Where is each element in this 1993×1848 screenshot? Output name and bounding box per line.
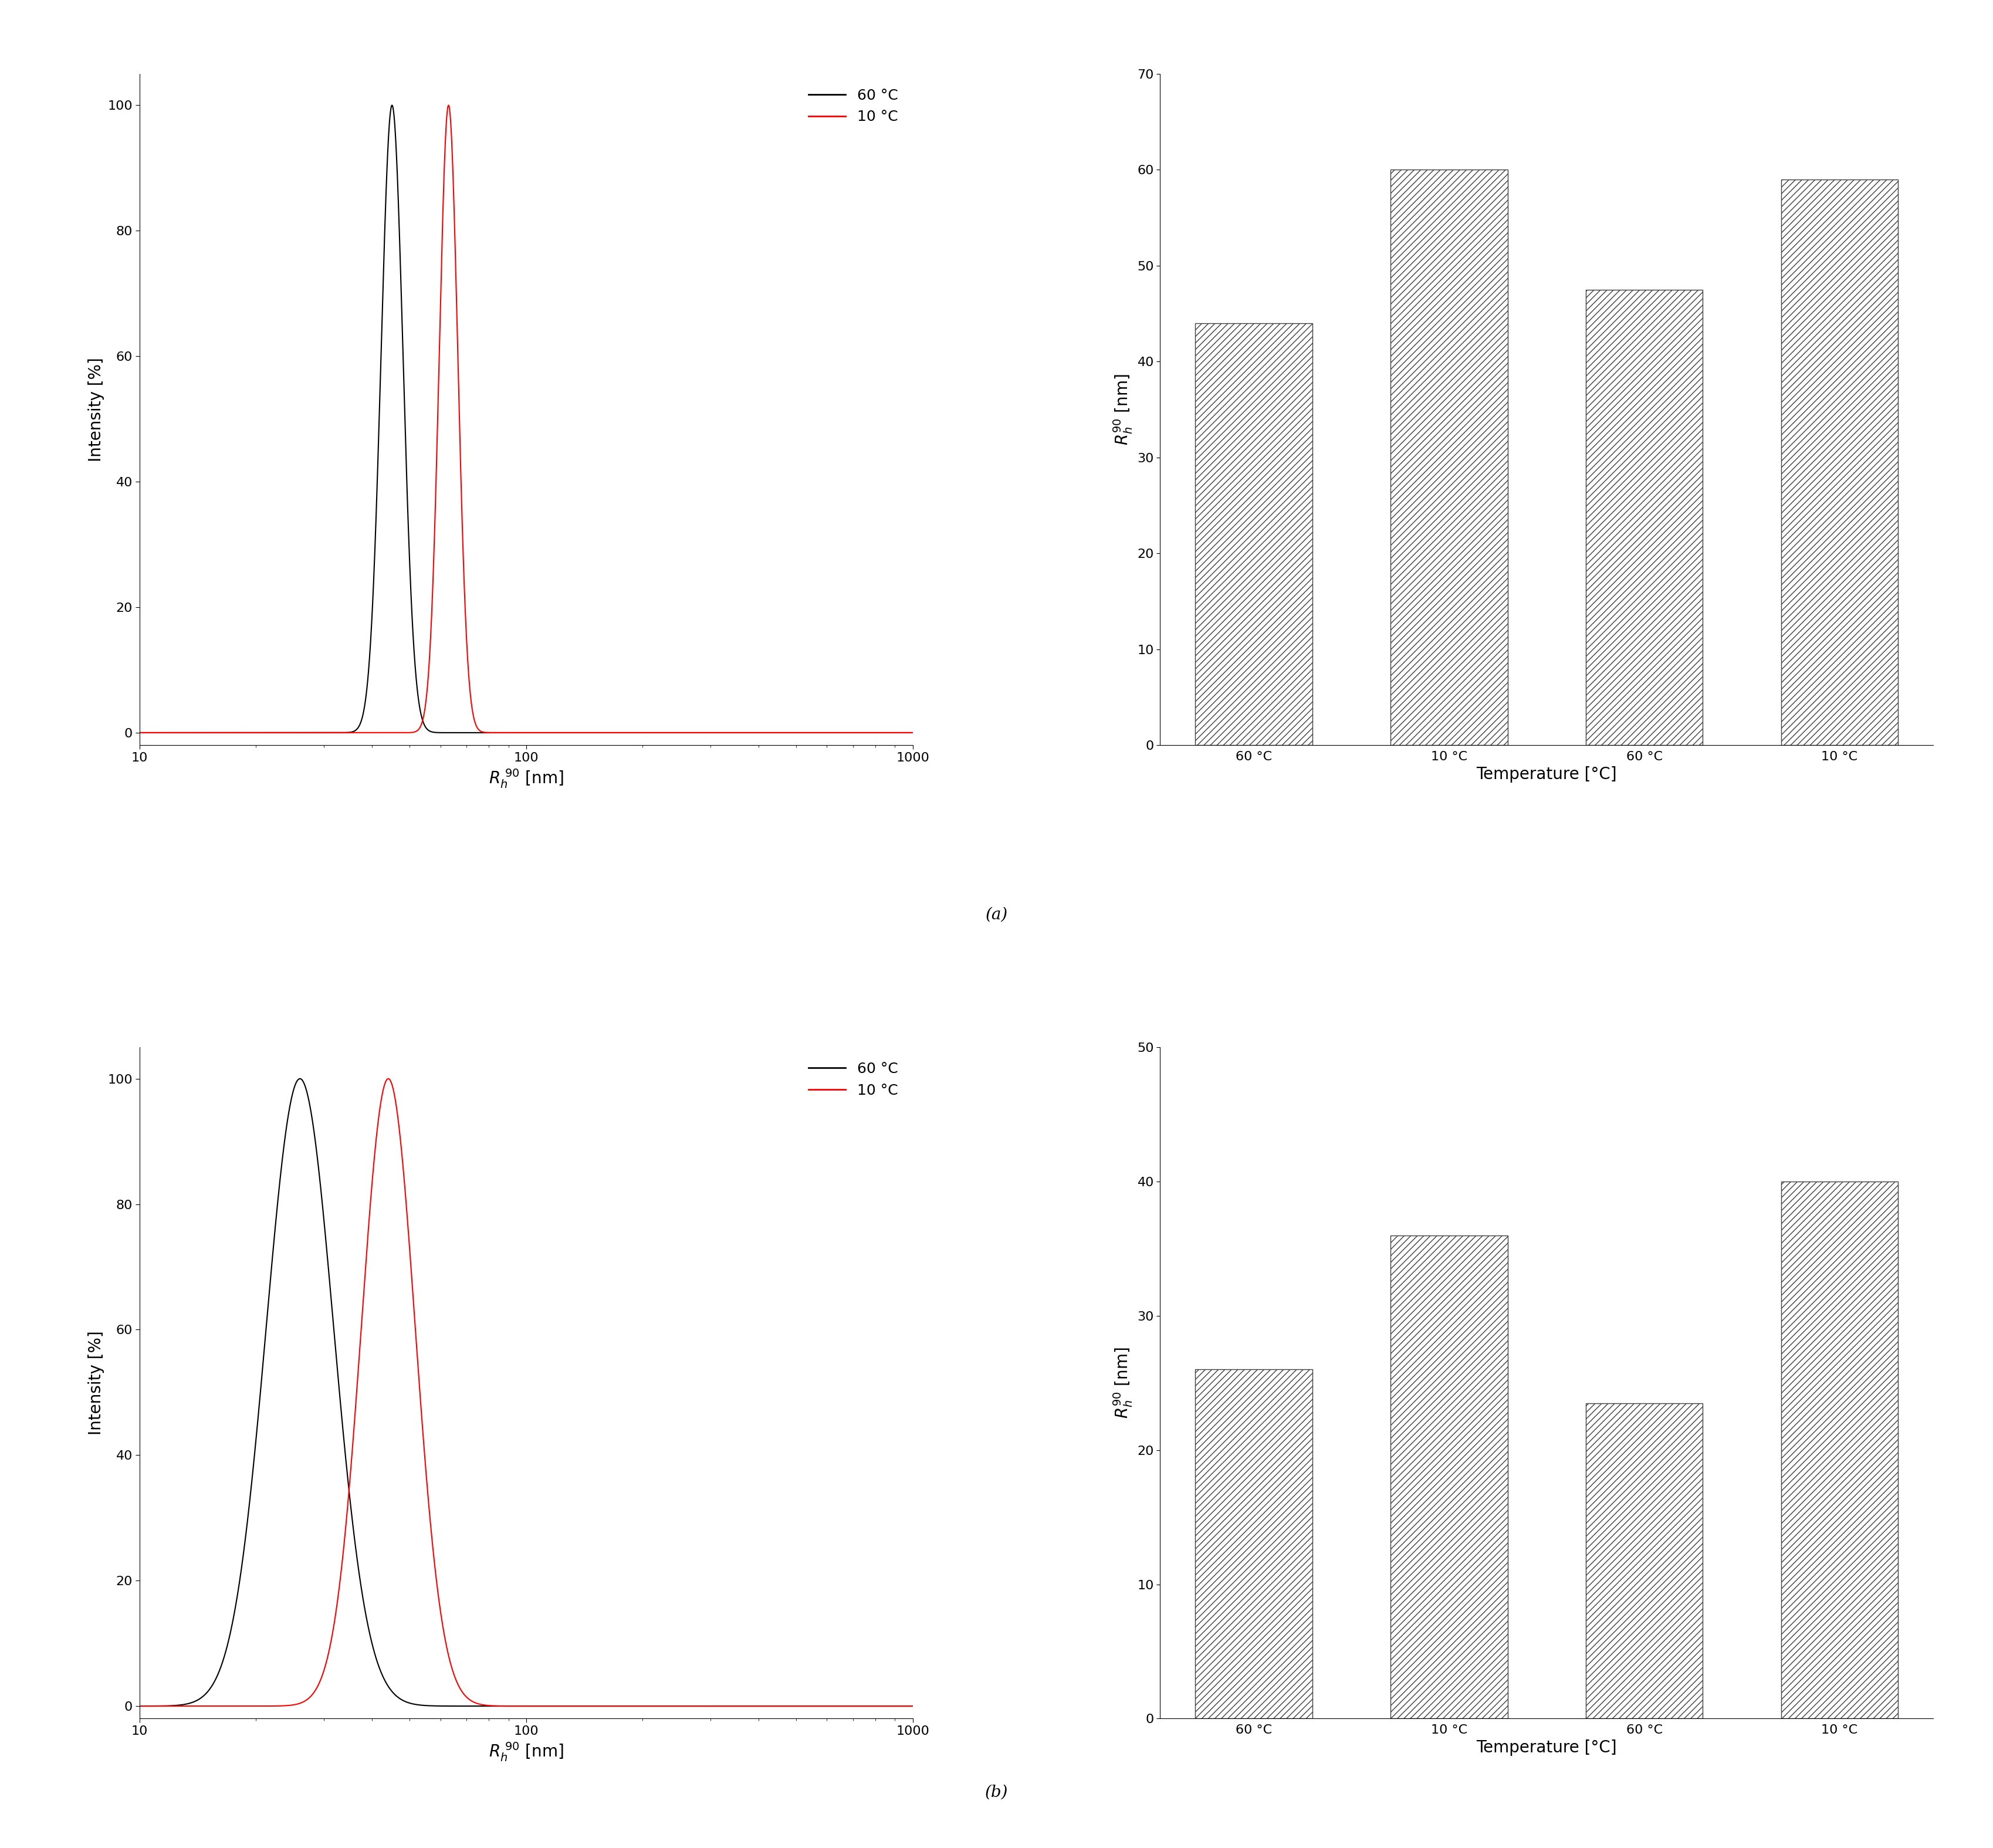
- Y-axis label: $R_h^{90}$ [nm]: $R_h^{90}$ [nm]: [1112, 373, 1134, 445]
- Bar: [1782, 179, 1897, 745]
- Bar: [1391, 1234, 1507, 1719]
- Bar: [1196, 323, 1311, 745]
- Legend: 60 °C, 10 °C: 60 °C, 10 °C: [801, 81, 905, 131]
- Bar: [1586, 1403, 1702, 1719]
- Text: (b): (b): [985, 1785, 1008, 1800]
- Bar: [1782, 1181, 1897, 1719]
- Text: (a): (a): [985, 907, 1008, 922]
- Bar: [1196, 1369, 1311, 1719]
- Bar: [1391, 170, 1507, 745]
- X-axis label: Temperature [°C]: Temperature [°C]: [1477, 1739, 1616, 1756]
- Bar: [1586, 290, 1702, 745]
- Y-axis label: $R_h^{90}$ [nm]: $R_h^{90}$ [nm]: [1112, 1347, 1134, 1419]
- X-axis label: Temperature [°C]: Temperature [°C]: [1477, 765, 1616, 782]
- Legend: 60 °C, 10 °C: 60 °C, 10 °C: [801, 1055, 905, 1105]
- Y-axis label: Intensity [%]: Intensity [%]: [88, 1331, 104, 1436]
- Y-axis label: Intensity [%]: Intensity [%]: [88, 357, 104, 462]
- X-axis label: $R_h^{\  90}$ [nm]: $R_h^{\ 90}$ [nm]: [488, 767, 564, 789]
- X-axis label: $R_h^{\  90}$ [nm]: $R_h^{\ 90}$ [nm]: [488, 1741, 564, 1763]
